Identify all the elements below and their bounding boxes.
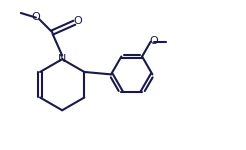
Text: O: O xyxy=(31,12,40,22)
Text: N: N xyxy=(58,54,66,64)
Text: O: O xyxy=(150,36,159,46)
Text: O: O xyxy=(74,16,82,27)
